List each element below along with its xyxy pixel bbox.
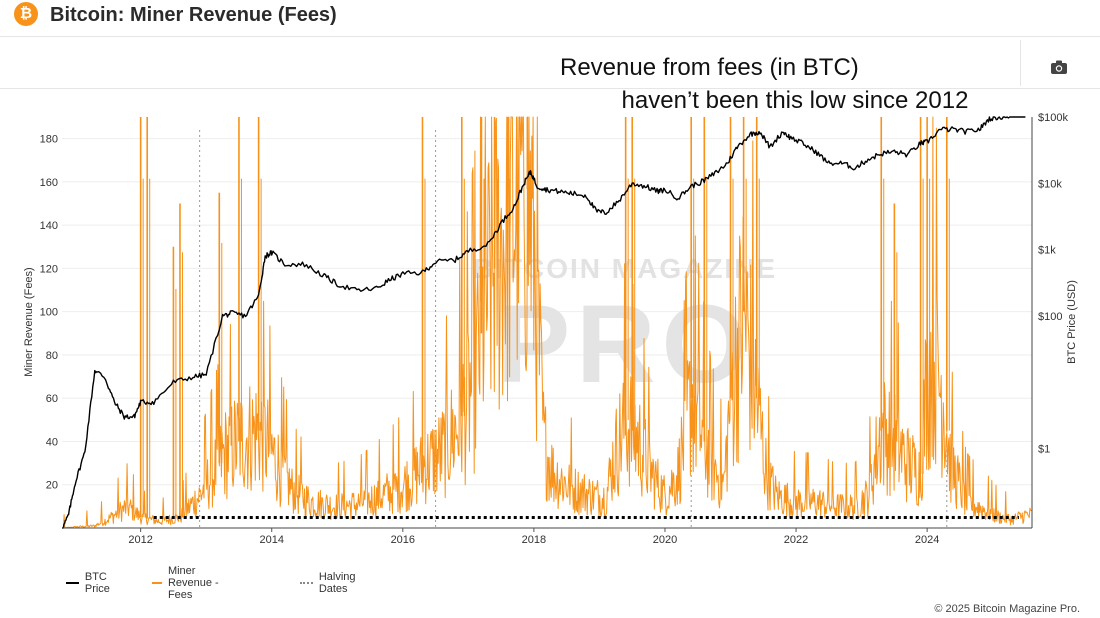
- camera-icon[interactable]: [1048, 58, 1070, 76]
- toolbar-divider: [1020, 40, 1021, 86]
- legend-swatch-halving: [300, 582, 313, 584]
- legend-label-btc-price: BTC Price: [84, 571, 110, 595]
- bitcoin-logo-icon: ₿: [14, 2, 38, 26]
- y-axis-ticks: 20 40 60 80 100 120 140 160 180: [40, 134, 58, 492]
- btc-price-line: [62, 116, 1026, 529]
- x-tick-label: 2020: [653, 534, 677, 546]
- x-tick-label: 2012: [128, 534, 152, 546]
- y-axis-label: Miner Revenue (Fees): [23, 267, 35, 376]
- x-tick-label: 2024: [915, 534, 939, 546]
- page-title: Bitcoin: Miner Revenue (Fees): [50, 4, 337, 26]
- btc-price-series: [62, 116, 1026, 529]
- fees-series: [62, 116, 1033, 529]
- y-tick-label: 140: [40, 220, 58, 232]
- camera-icon-graphic: [1051, 60, 1067, 74]
- y-tick-label: 160: [40, 177, 58, 189]
- legend-item-halving[interactable]: Halving Dates: [300, 571, 363, 595]
- y2-tick-label: $100: [1038, 311, 1062, 323]
- legend-item-btc-price[interactable]: BTC Price: [66, 571, 117, 595]
- chart-toolbar: [0, 37, 1100, 89]
- watermark-line-1: BITCOIN MAGAZINE: [473, 253, 777, 284]
- y-tick-label: 40: [46, 436, 58, 448]
- legend-swatch-btc-price: [66, 582, 79, 584]
- fees-line: [62, 116, 1033, 529]
- x-axis-ticks: 2012 2014 2016 2018 2020 2022 2024: [128, 528, 939, 546]
- y2-tick-label: $1: [1038, 443, 1050, 455]
- annotation-line-1: Revenue from fees (in BTC): [560, 54, 859, 81]
- y2-tick-label: $100k: [1038, 112, 1068, 124]
- axes: [62, 117, 1033, 529]
- y2-tick-label: $1k: [1038, 245, 1056, 257]
- y-tick-label: 60: [46, 393, 58, 405]
- y-tick-label: 100: [40, 307, 58, 319]
- y2-axis-label: BTC Price (USD): [1066, 280, 1078, 364]
- header-bar: ₿ Bitcoin: Miner Revenue (Fees): [0, 0, 1100, 37]
- copyright-text: © 2025 Bitcoin Magazine Pro.: [934, 603, 1080, 615]
- y-tick-label: 120: [40, 263, 58, 275]
- x-tick-label: 2014: [259, 534, 283, 546]
- y2-tick-label: $10k: [1038, 178, 1062, 190]
- annotation-line-2: haven’t been this low since 2012: [621, 87, 969, 114]
- y-tick-label: 80: [46, 350, 58, 362]
- legend-label-halving: Halving Dates: [318, 571, 356, 595]
- x-tick-label: 2018: [522, 534, 546, 546]
- legend-item-fees[interactable]: Miner Revenue - Fees: [152, 565, 222, 601]
- legend-label-fees: Miner Revenue - Fees: [167, 565, 219, 601]
- x-tick-label: 2016: [391, 534, 415, 546]
- y2-axis-ticks: $1 $100 $1k $10k $100k: [1038, 112, 1068, 455]
- y-tick-label: 20: [46, 480, 58, 492]
- legend-swatch-fees: [152, 582, 162, 584]
- y-tick-label: 180: [40, 134, 58, 146]
- miner-revenue-chart[interactable]: BITCOIN MAGAZINE PRO 2040608010012014016…: [0, 0, 1100, 560]
- x-tick-label: 2022: [784, 534, 808, 546]
